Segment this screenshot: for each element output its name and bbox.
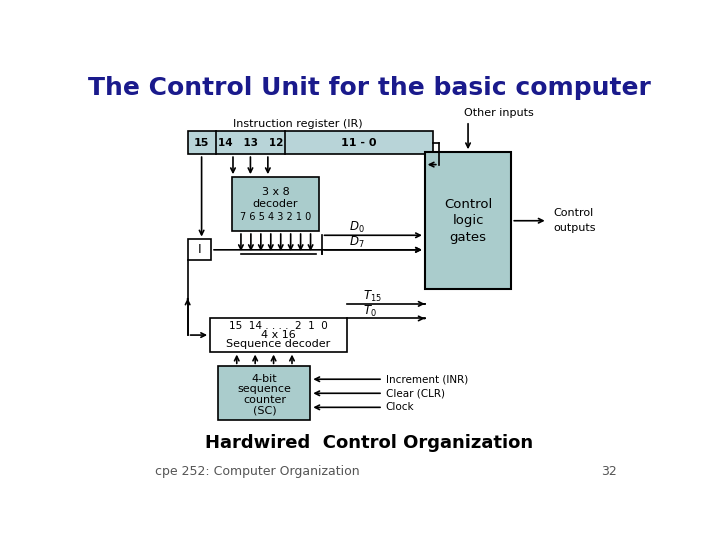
Text: Clock: Clock [386, 402, 415, 413]
Text: 4-bit: 4-bit [251, 374, 277, 384]
Text: I: I [197, 244, 201, 256]
Text: Increment (INR): Increment (INR) [386, 374, 468, 384]
Text: $D_7$: $D_7$ [349, 235, 365, 250]
Text: counter: counter [243, 395, 286, 405]
Text: Hardwired  Control Organization: Hardwired Control Organization [205, 434, 533, 452]
Text: 15: 15 [194, 138, 210, 148]
Text: Sequence decoder: Sequence decoder [226, 339, 330, 349]
Bar [188, 131, 433, 154]
Bar [218, 366, 310, 420]
Text: 15  14 . . . .  2  1  0: 15 14 . . . . 2 1 0 [229, 321, 328, 332]
Text: sequence: sequence [238, 384, 292, 395]
Text: Clear (CLR): Clear (CLR) [386, 388, 445, 399]
Bar [425, 152, 511, 289]
Bar [210, 319, 346, 352]
Text: cpe 252: Computer Organization: cpe 252: Computer Organization [155, 465, 360, 478]
Text: decoder: decoder [253, 199, 298, 209]
Text: 14   13   12: 14 13 12 [217, 138, 283, 148]
Text: logic: logic [452, 214, 484, 227]
Text: 32: 32 [601, 465, 617, 478]
Text: $T_0$: $T_0$ [364, 303, 377, 319]
Text: outputs: outputs [553, 223, 595, 233]
Text: 11 - 0: 11 - 0 [341, 138, 377, 148]
Text: gates: gates [449, 231, 487, 244]
Text: Instruction register (IR): Instruction register (IR) [233, 119, 363, 129]
Text: 3 x 8: 3 x 8 [261, 187, 289, 197]
Text: 7 6 5 4 3 2 1 0: 7 6 5 4 3 2 1 0 [240, 212, 311, 221]
Text: 4 x 16: 4 x 16 [261, 330, 296, 340]
Text: Other inputs: Other inputs [464, 109, 534, 118]
Text: Control: Control [553, 208, 593, 218]
Text: (SC): (SC) [253, 405, 276, 415]
Text: Control: Control [444, 198, 492, 211]
Bar [233, 177, 319, 231]
Bar [188, 239, 211, 260]
Text: The Control Unit for the basic computer: The Control Unit for the basic computer [88, 76, 650, 100]
Text: $T_{15}$: $T_{15}$ [364, 289, 382, 304]
Text: $D_0$: $D_0$ [349, 220, 365, 235]
